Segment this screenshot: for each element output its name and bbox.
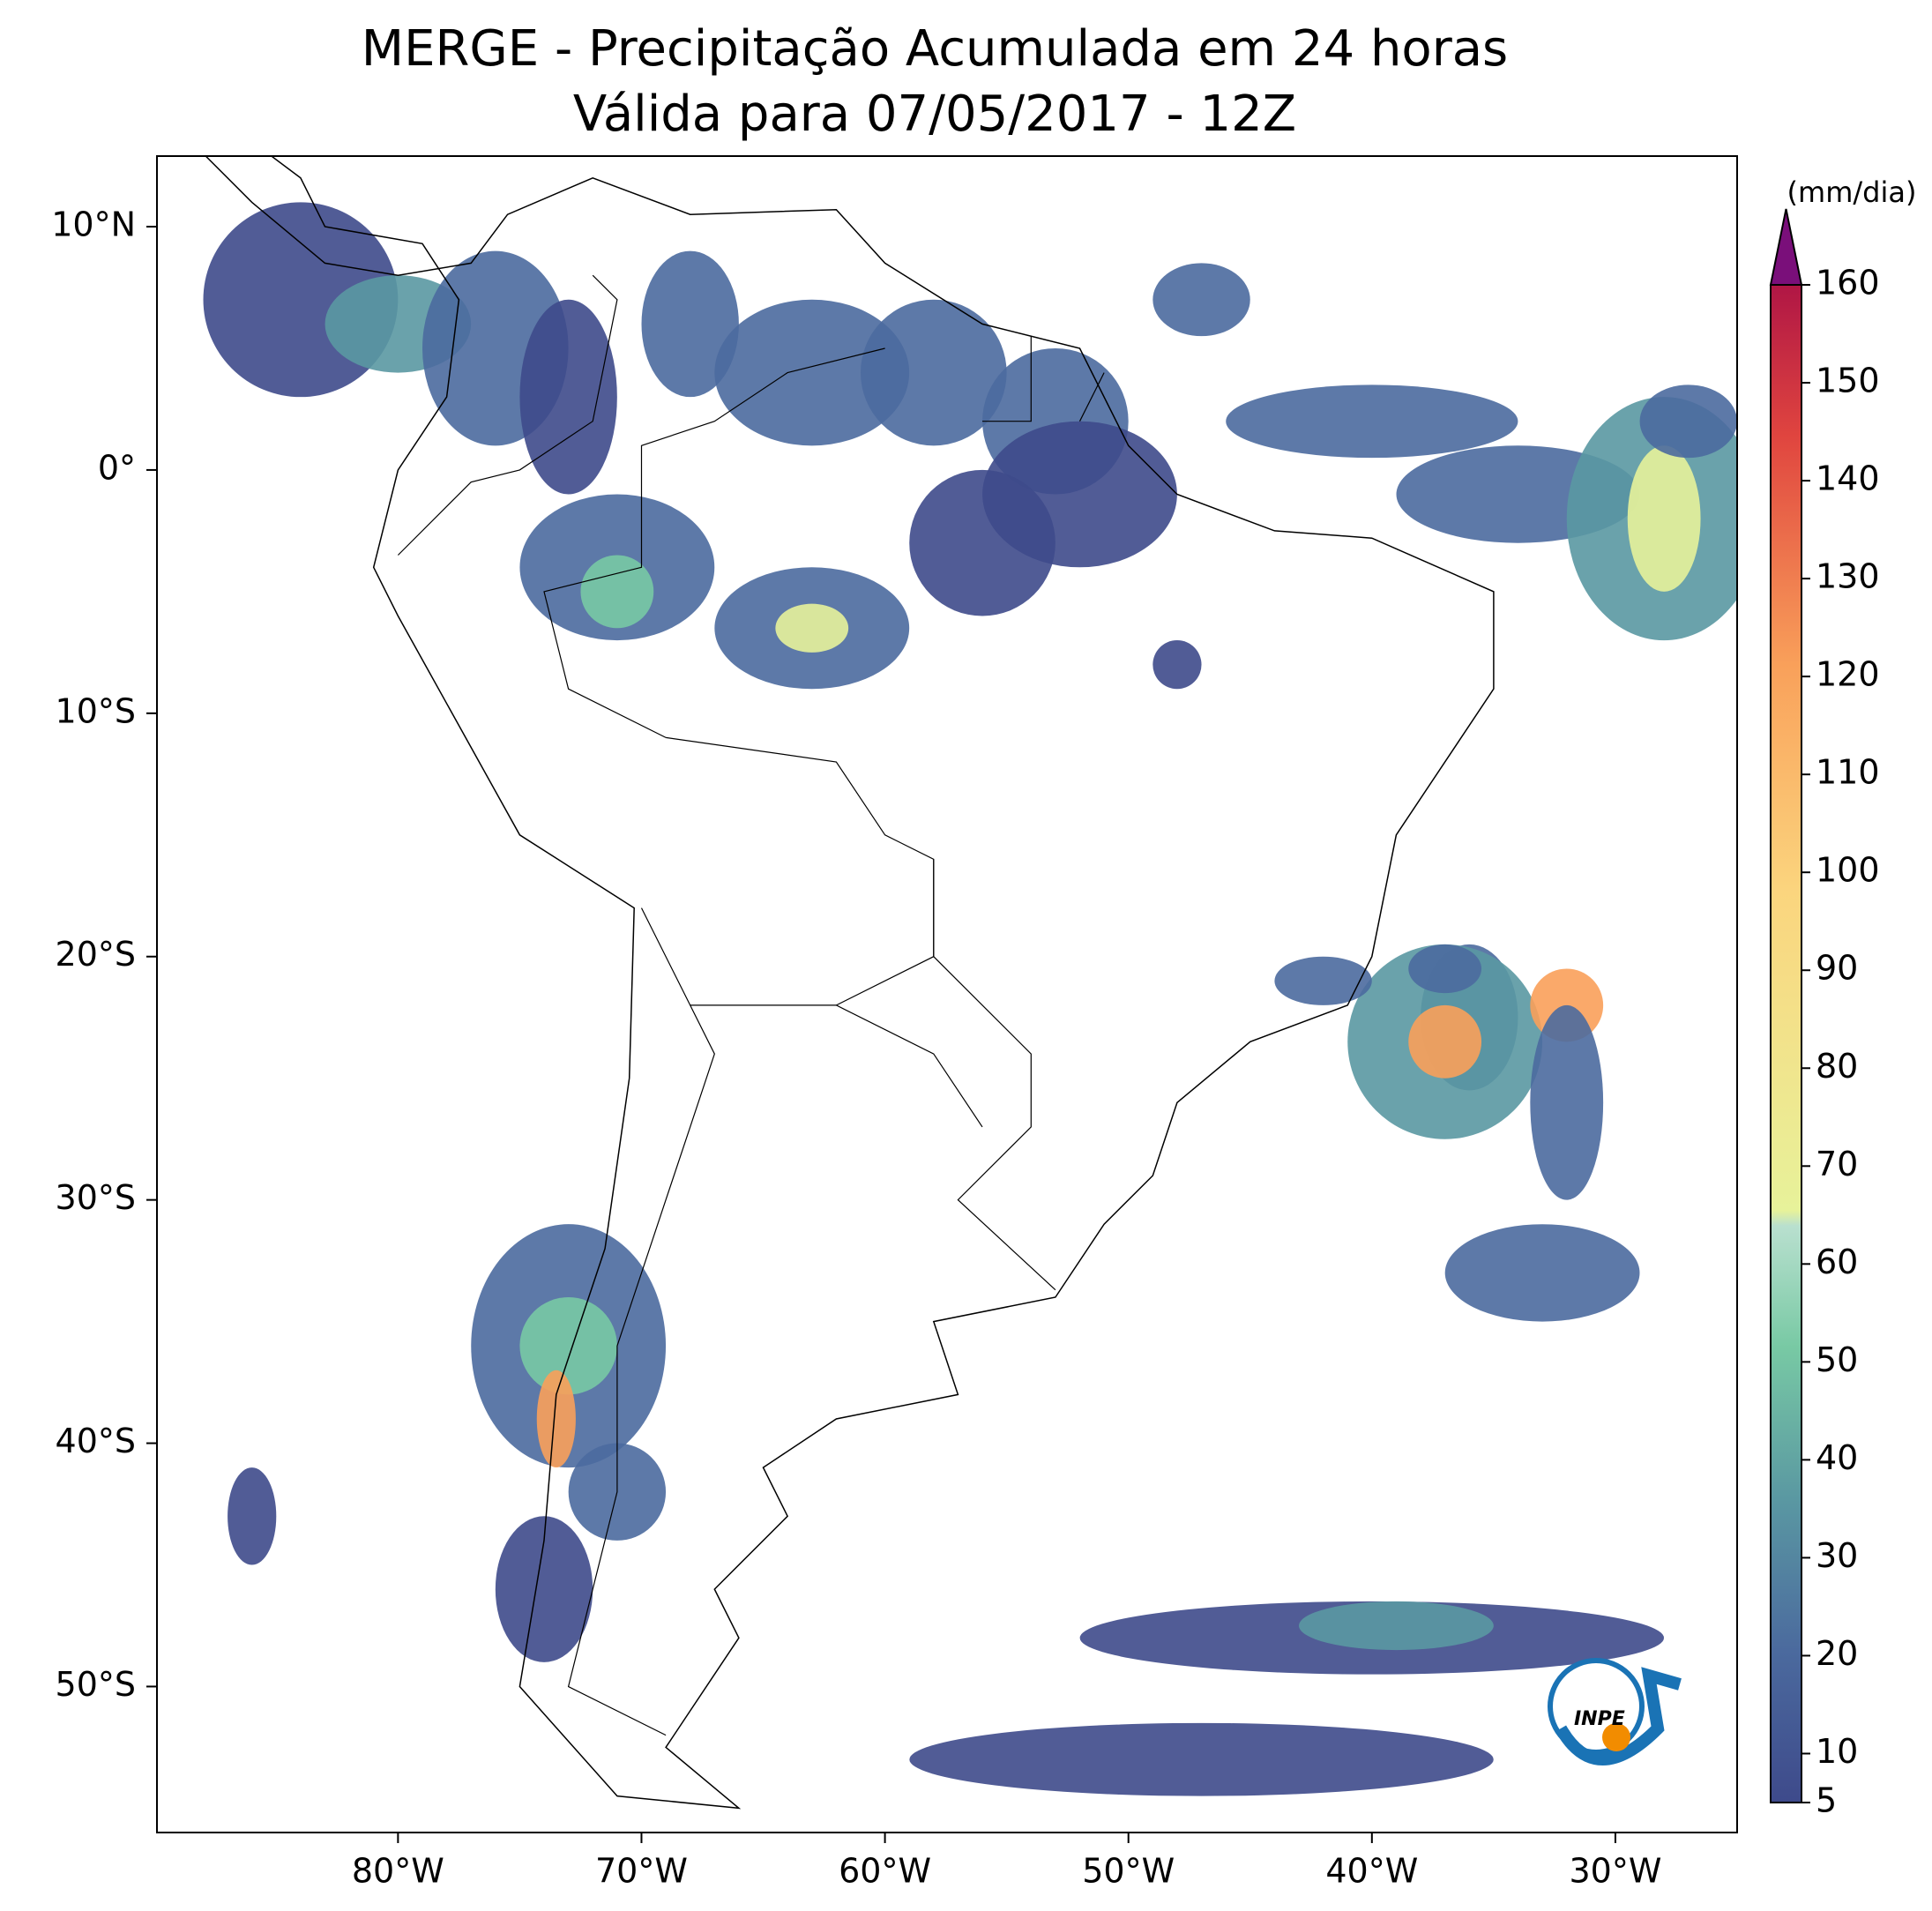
border: [397, 274, 618, 556]
precip-area: [1530, 1004, 1604, 1200]
y-tick-label: 10°S: [56, 691, 136, 730]
precip-area: [714, 299, 910, 446]
colorbar: [1770, 284, 1802, 1803]
map-frame: [156, 155, 1738, 1833]
border: [1078, 372, 1105, 422]
colorbar-tick-label: 40: [1816, 1438, 1858, 1477]
colorbar-tick-label: 130: [1816, 557, 1880, 596]
logo-dot: [1602, 1723, 1630, 1751]
border: [543, 347, 885, 738]
border: [836, 859, 935, 1006]
x-tick-label: 40°W: [1325, 1852, 1418, 1891]
colorbar-tick-label: 110: [1816, 753, 1880, 792]
precip-area: [909, 469, 1056, 616]
logo-text: INPE: [1574, 1708, 1625, 1730]
logo-ring: [1548, 1658, 1645, 1755]
precip-area: [1444, 1224, 1640, 1322]
x-tick-label: 60°W: [839, 1852, 931, 1891]
colorbar-tick-label: 100: [1816, 851, 1880, 890]
precip-area: [580, 555, 654, 629]
precip-area: [1408, 944, 1482, 994]
coastline: [157, 156, 1495, 1810]
x-tick-label: 70°W: [595, 1852, 688, 1891]
y-tick-label: 50°S: [56, 1665, 136, 1704]
y-tick-label: 20°S: [56, 935, 136, 974]
colorbar-tick-label: 50: [1816, 1340, 1858, 1379]
colorbar-tick-label: 5: [1816, 1781, 1837, 1820]
colorbar-tick-label: 150: [1816, 362, 1880, 400]
border: [982, 336, 1032, 422]
y-tick-label: 10°N: [51, 205, 136, 244]
colorbar-extend: [1769, 208, 1803, 286]
precip-area: [519, 1296, 617, 1395]
title: MERGE - Precipitação Acumulada em 24 hor…: [362, 20, 1508, 78]
precip-area: [495, 1516, 593, 1662]
precip-area: [641, 250, 739, 398]
colorbar-tick-label: 30: [1816, 1536, 1858, 1575]
colorbar-tick-label: 60: [1816, 1243, 1858, 1281]
precip-area: [1152, 640, 1202, 690]
precip-area: [536, 1370, 576, 1468]
colorbar-tick-label: 120: [1816, 655, 1880, 694]
y-tick-label: 40°S: [56, 1422, 136, 1460]
border: [567, 907, 715, 1736]
x-tick-label: 30°W: [1569, 1852, 1661, 1891]
colorbar-tick-label: 140: [1816, 459, 1880, 498]
precip-area: [1627, 445, 1701, 592]
colorbar-tick-label: 70: [1816, 1145, 1858, 1183]
colorbar-tick-label: 20: [1816, 1634, 1858, 1673]
precip-area: [1408, 1004, 1482, 1079]
precip-area: [861, 299, 1007, 446]
precip-area: [1274, 956, 1372, 1005]
precip-area: [1639, 384, 1737, 459]
colorbar-label: (mm/dia): [1787, 175, 1917, 209]
colorbar-tick-label: 10: [1816, 1732, 1858, 1771]
precip-area: [519, 299, 617, 495]
y-tick-label: 0°: [98, 448, 136, 487]
colorbar-tick-label: 160: [1816, 264, 1880, 302]
border: [690, 1004, 983, 1128]
precip-area: [1152, 263, 1250, 337]
y-tick-label: 30°S: [56, 1178, 136, 1217]
precip-area: [775, 603, 849, 653]
precip-area: [1226, 384, 1518, 459]
subtitle: Válida para 07/05/2017 - 12Z: [573, 86, 1296, 143]
precip-area: [1299, 1601, 1494, 1651]
colorbar-tick-label: 80: [1816, 1047, 1858, 1086]
precip-area: [909, 1722, 1494, 1796]
precip-area: [228, 1467, 277, 1565]
logo: INPE: [1548, 1658, 1682, 1765]
colorbar-tick-label: 90: [1816, 949, 1858, 988]
map-area: [157, 156, 1737, 1833]
x-tick-label: 80°W: [352, 1852, 444, 1891]
logo-arrow: [1555, 1667, 1682, 1765]
border: [666, 736, 1056, 1291]
x-tick-label: 50°W: [1082, 1852, 1175, 1891]
